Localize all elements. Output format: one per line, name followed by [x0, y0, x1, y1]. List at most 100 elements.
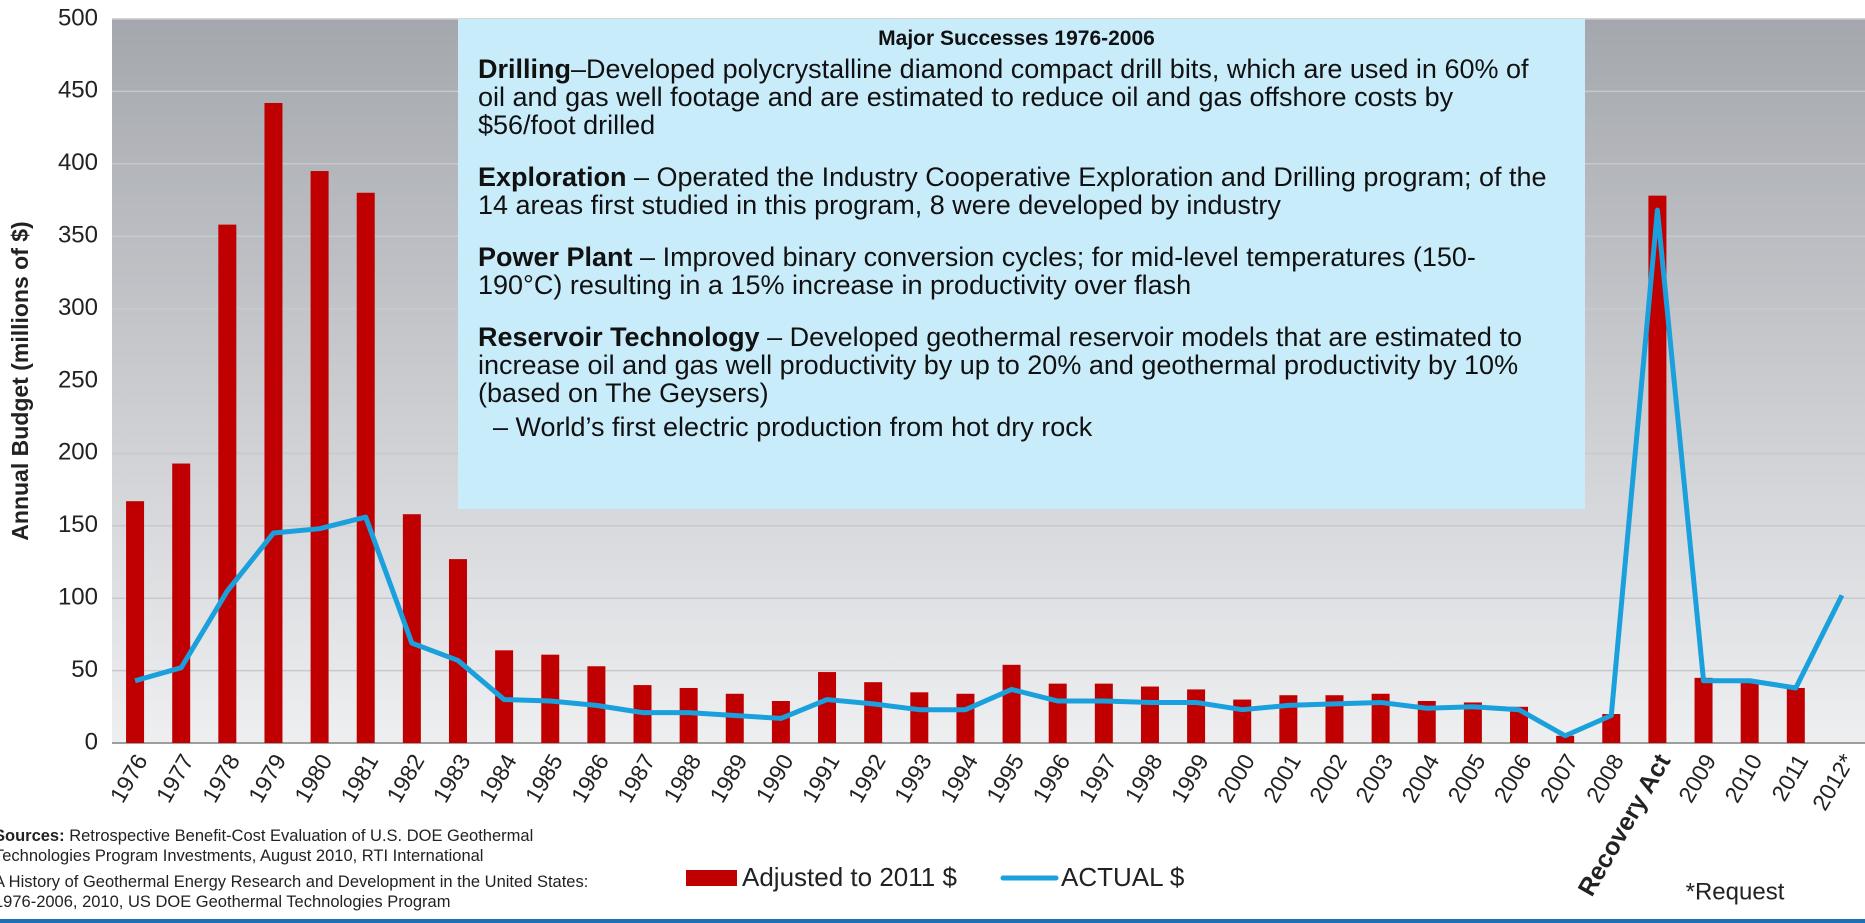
y-axis-label: Annual Budget (millions of $): [7, 221, 33, 540]
x-tick-label: 1978: [197, 750, 245, 807]
note: *Request: [1686, 878, 1785, 905]
x-tick-label: 2008: [1581, 750, 1629, 807]
y-tick-label: 200: [58, 439, 98, 466]
x-tick-label: 2001: [1258, 750, 1306, 807]
x-tick-label: 1994: [935, 749, 983, 806]
annotation-item: Power Plant – Improved binary conversion…: [478, 243, 1555, 299]
bar: [818, 672, 837, 743]
x-tick-label: 1989: [704, 750, 752, 807]
annotation-title: Major Successes 1976-2006: [878, 27, 1155, 50]
bar: [1094, 683, 1113, 743]
y-tick-label: 350: [58, 222, 98, 249]
annotation-item: Reservoir Technology – Developed geother…: [478, 323, 1555, 407]
x-tick-label: 2003: [1350, 750, 1398, 807]
x-tick-label: 1991: [797, 750, 845, 807]
x-tick-label: 1979: [243, 750, 291, 807]
annotation-extra: – World’s first electric production from…: [493, 412, 1093, 442]
annotation-heading: Drilling: [478, 54, 571, 84]
footer-line: [0, 919, 1865, 923]
y-tick-label: 450: [58, 77, 98, 104]
x-tick-label: 2012*: [1807, 750, 1860, 815]
line: [134, 207, 1845, 739]
annotation-item: Drilling–Developed polycrystalline diamo…: [478, 55, 1555, 139]
bar: [1463, 702, 1482, 743]
annotation-text: – Developed geothermal reservoir models …: [478, 322, 1522, 408]
bar: [1233, 699, 1252, 743]
x-tick-label: 1980: [289, 750, 337, 807]
bar: [1325, 695, 1344, 743]
x-tick-label: 1983: [427, 750, 475, 807]
annotation-heading: Power Plant: [478, 242, 633, 272]
bar: [1048, 683, 1067, 743]
x-tick-label: 1999: [1166, 750, 1214, 807]
annotation-text: – Operated the Industry Cooperative Expl…: [478, 162, 1547, 220]
annotation-heading: Reservoir Technology: [478, 322, 760, 352]
bar: [1602, 714, 1621, 743]
y-tick-label: 150: [58, 511, 98, 538]
bar: [448, 559, 467, 743]
bar: [1371, 693, 1390, 743]
x-tick-label: 1984: [474, 749, 522, 806]
bar: [910, 692, 929, 743]
x-tick-label: 1981: [335, 750, 383, 807]
bar: [679, 687, 698, 743]
bar: [172, 463, 191, 743]
x-tick-label: 2011: [1766, 750, 1813, 806]
bar: [1187, 689, 1206, 743]
annotation-box: Major Successes 1976-2006 Drilling–Develo…: [458, 19, 1585, 509]
x-tick-label: 1977: [151, 750, 199, 807]
x-tick-label: 1976: [105, 750, 153, 807]
x-tick-label: 1987: [612, 750, 660, 807]
x-tick-label: 2000: [1212, 750, 1260, 807]
source-item: Sources: Retrospective Benefit-Cost Eval…: [0, 826, 614, 866]
x-tick-label: 1998: [1119, 750, 1167, 807]
bar: [402, 514, 421, 743]
bar: [864, 682, 883, 743]
x-tick-label: 2004: [1396, 749, 1444, 806]
bar: [1002, 664, 1021, 743]
x-tick-label: 1985: [520, 750, 568, 807]
x-tick-label: 1988: [658, 750, 706, 807]
bar: [1786, 687, 1805, 743]
bar: [264, 102, 283, 743]
source-item: A History of Geothermal Energy Research …: [0, 872, 614, 912]
bar: [956, 693, 975, 743]
y-tick-label: 50: [71, 656, 98, 683]
x-tick-label: 2007: [1535, 750, 1583, 807]
bar: [771, 701, 790, 743]
bar: [1740, 680, 1759, 743]
x-tick-label: 2006: [1489, 750, 1537, 807]
bar: [725, 693, 744, 743]
y-tick-label: 400: [58, 149, 98, 176]
bar: [1648, 195, 1667, 743]
x-tick-label: 2005: [1442, 750, 1490, 807]
x-tick-label: Recovery Act: [1573, 749, 1677, 901]
annotation-item: Exploration – Operated the Industry Coop…: [478, 163, 1555, 219]
x-tick-label: 1995: [981, 750, 1029, 807]
legend-swatch: [686, 870, 737, 886]
x-tick-label: 1992: [843, 750, 891, 807]
bar: [1556, 735, 1575, 743]
annotation-text: – Improved binary conversion cycles; for…: [478, 242, 1476, 300]
source-text: Retrospective Benefit-Cost Evaluation of…: [0, 827, 534, 865]
y-tick-label: 100: [58, 584, 98, 611]
x-tick-label: 1982: [381, 750, 429, 807]
y-tick-label: 300: [58, 294, 98, 321]
x-tick-label: 1996: [1027, 750, 1075, 807]
x-tick-label: 1993: [889, 750, 937, 807]
x-tick-label: 1986: [566, 750, 614, 807]
bar: [310, 171, 329, 744]
sources: Sources: Retrospective Benefit-Cost Eval…: [0, 826, 614, 918]
y-tick-label: 500: [58, 4, 98, 31]
x-tick-label: 2009: [1673, 750, 1721, 807]
bar: [1279, 695, 1298, 743]
x-tick-label: 1997: [1073, 750, 1121, 807]
legend-label: Adjusted to 2011 $: [742, 862, 957, 892]
annotation-text: –Developed polycrystalline diamond compa…: [478, 54, 1529, 140]
legend-label: ACTUAL $: [1061, 862, 1185, 892]
x-tick-label: 2002: [1304, 750, 1352, 807]
bar: [218, 224, 237, 744]
bar: [356, 192, 375, 743]
bar: [1510, 706, 1529, 743]
